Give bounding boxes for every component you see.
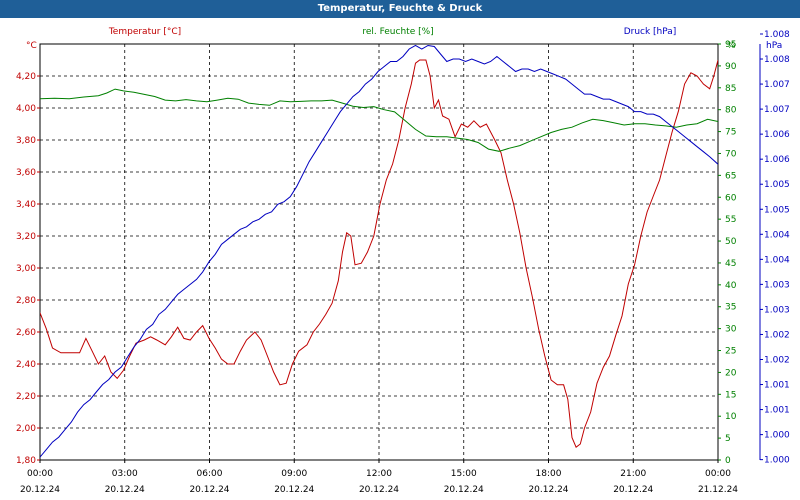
- pressure-tick-label: 1.003: [764, 305, 790, 315]
- humidity-tick-label: 90: [725, 62, 737, 72]
- humidity-tick-label: 60: [725, 193, 737, 203]
- pressure-axis-label: Druck [hPa]: [624, 27, 677, 37]
- x-tick-date: 20.12.24: [359, 485, 399, 495]
- humidity-unit: %: [727, 41, 736, 51]
- x-tick-date: 20.12.24: [189, 485, 229, 495]
- x-tick-date: 20.12.24: [444, 485, 484, 495]
- humidity-tick-label: 50: [725, 237, 737, 247]
- x-tick-date: 20.12.24: [528, 485, 568, 495]
- pressure-tick-label: 1.000: [764, 456, 790, 466]
- x-tick-time: 06:00: [197, 469, 223, 479]
- temperature-tick-label: 2,60: [16, 328, 36, 338]
- temperature-axis-label: Temperatur [°C]: [108, 27, 181, 37]
- x-tick-date: 20.12.24: [20, 485, 60, 495]
- plot-area: [39, 43, 719, 461]
- x-tick-time: 00:00: [27, 469, 53, 479]
- pressure-tick-label: 1.005: [764, 205, 790, 215]
- x-tick-time: 09:00: [281, 469, 307, 479]
- x-tick-time: 00:00: [705, 469, 731, 479]
- axes: 1,80 2,00 2,20 2,40 2,60 2,80 3,00 3,20 3,40 3,60…: [16, 30, 790, 495]
- pressure-tick-label: 1.000: [764, 431, 790, 441]
- x-tick-time: 21:00: [620, 469, 646, 479]
- humidity-tick-label: 15: [725, 390, 736, 400]
- humidity-tick-label: 85: [725, 84, 736, 94]
- pressure-tick-label: 1.004: [764, 255, 790, 265]
- x-tick-date: 20.12.24: [105, 485, 145, 495]
- pressure-unit: hPa: [766, 41, 782, 51]
- pressure-tick-label: 1.004: [764, 230, 790, 240]
- pressure-tick-label: 1.007: [764, 105, 790, 115]
- series-line-humidity: [40, 88, 718, 152]
- humidity-tick-label: 35: [725, 303, 736, 313]
- series-line-pressure: [40, 44, 718, 458]
- temperature-tick-label: 4,00: [16, 104, 36, 114]
- humidity-tick-label: 80: [725, 106, 737, 116]
- humidity-tick-label: 0: [725, 456, 731, 466]
- x-tick-time: 12:00: [366, 469, 392, 479]
- temperature-tick-label: 4,20: [16, 72, 36, 82]
- series-lines: [40, 44, 718, 458]
- pressure-tick-label: 1.008: [764, 55, 790, 65]
- humidity-tick-label: 70: [725, 149, 737, 159]
- series-line-temperature: [40, 59, 718, 448]
- x-tick-time: 15:00: [451, 469, 477, 479]
- humidity-tick-label: 95: [725, 40, 736, 50]
- temperature-tick-label: 2,20: [16, 392, 36, 402]
- x-tick-time: 03:00: [112, 469, 138, 479]
- temperature-tick-label: 3,00: [16, 264, 36, 274]
- humidity-tick-label: 30: [725, 325, 737, 335]
- x-tick-time: 18:00: [536, 469, 562, 479]
- temperature-tick-label: 1,80: [16, 456, 36, 466]
- x-tick-date: 20.12.24: [274, 485, 314, 495]
- pressure-tick-label: 1.006: [764, 155, 790, 165]
- pressure-tick-label: 1.008: [764, 30, 790, 40]
- temperature-tick-label: 2,80: [16, 296, 36, 306]
- humidity-tick-label: 45: [725, 259, 736, 269]
- temperature-tick-label: 2,00: [16, 424, 36, 434]
- pressure-tick-label: 1.007: [764, 80, 790, 90]
- humidity-tick-label: 40: [725, 281, 737, 291]
- temperature-tick-label: 2,40: [16, 360, 36, 370]
- pressure-tick-label: 1.002: [764, 355, 790, 365]
- humidity-tick-label: 25: [725, 347, 736, 357]
- humidity-tick-label: 55: [725, 215, 736, 225]
- chart-title: Temperatur, Feuchte & Druck: [0, 0, 800, 18]
- pressure-tick-label: 1.001: [764, 381, 790, 391]
- pressure-tick-label: 1.001: [764, 406, 790, 416]
- temperature-tick-label: 3,80: [16, 136, 36, 146]
- temperature-tick-label: 3,60: [16, 168, 36, 178]
- humidity-tick-label: 65: [725, 171, 736, 181]
- pressure-tick-label: 1.002: [764, 330, 790, 340]
- humidity-tick-label: 10: [725, 412, 737, 422]
- x-tick-date: 21.12.24: [698, 485, 738, 495]
- humidity-tick-label: 75: [725, 128, 736, 138]
- pressure-tick-label: 1.005: [764, 180, 790, 190]
- temperature-tick-label: 3,20: [16, 232, 36, 242]
- x-tick-date: 20.12.24: [613, 485, 653, 495]
- humidity-tick-label: 5: [725, 434, 731, 444]
- temperature-unit: °C: [26, 41, 37, 51]
- humidity-tick-label: 20: [725, 368, 737, 378]
- humidity-axis-label: rel. Feuchte [%]: [362, 27, 433, 37]
- pressure-tick-label: 1.003: [764, 280, 790, 290]
- temperature-tick-label: 3,40: [16, 200, 36, 210]
- pressure-tick-label: 1.006: [764, 130, 790, 140]
